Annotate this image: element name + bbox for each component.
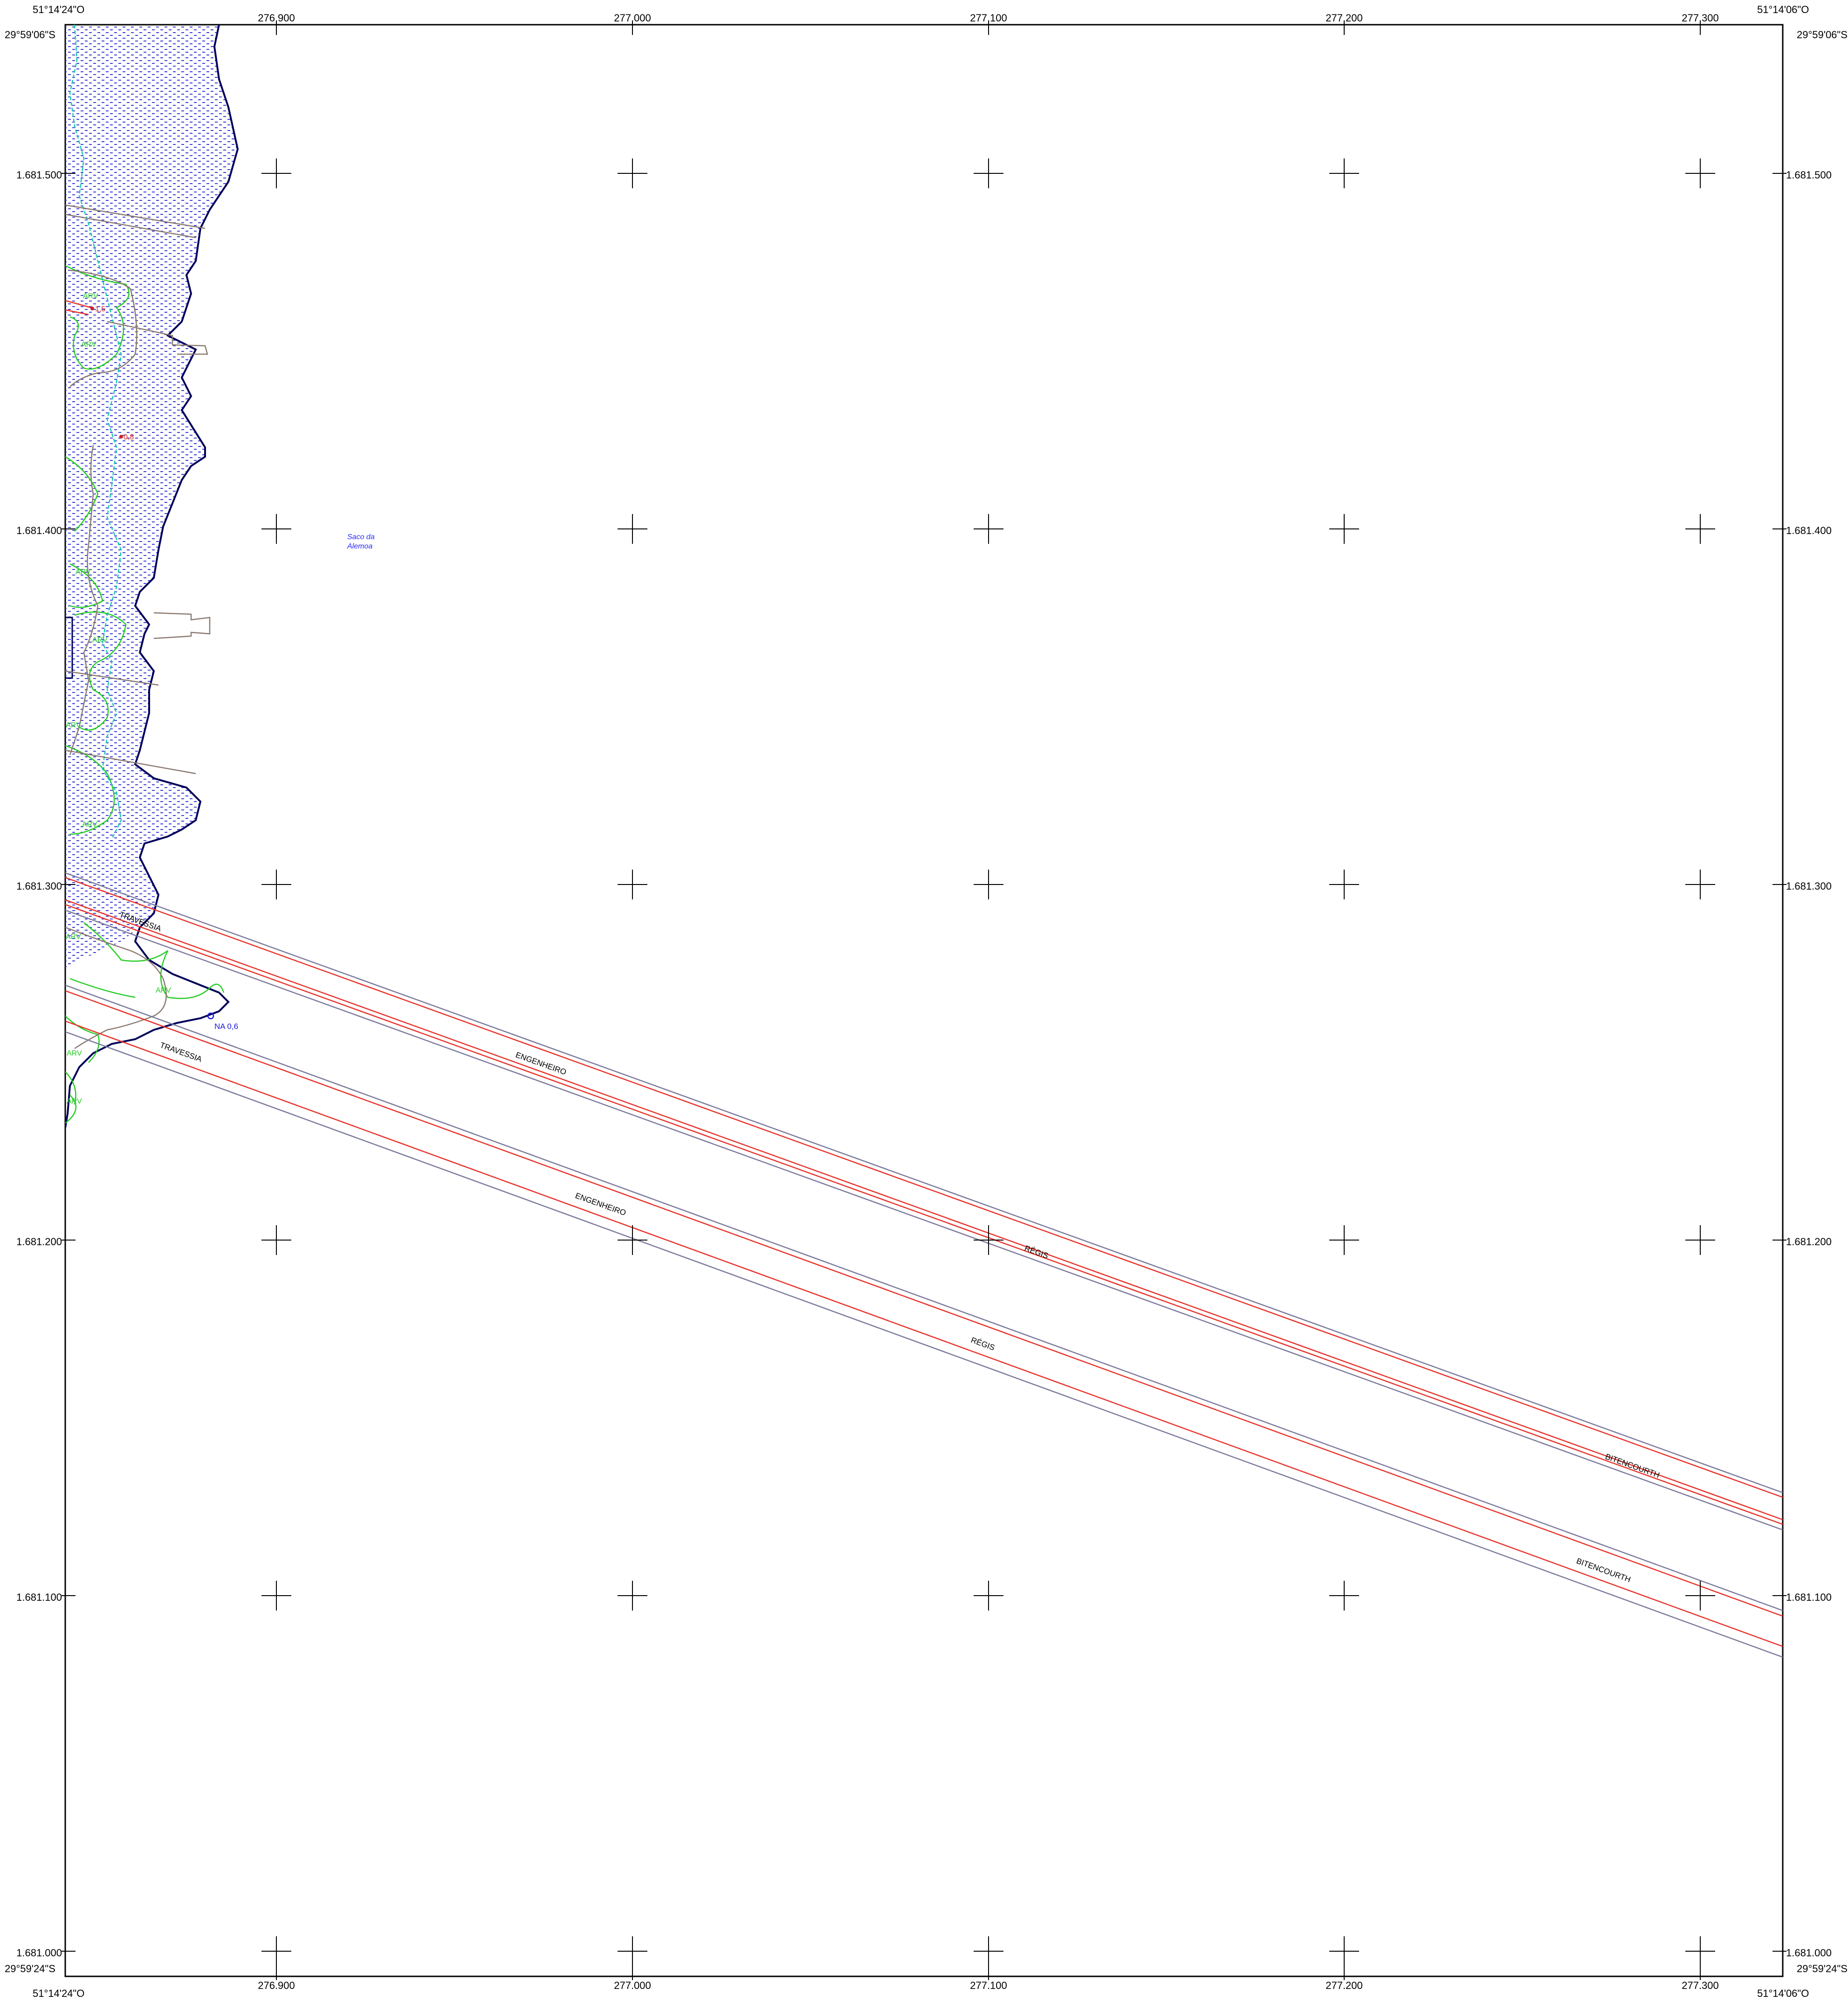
corner-bottom-right-lat: 29°59'24"S	[1797, 1963, 1848, 1975]
northing-label-right: 1.681.300	[1786, 880, 1832, 892]
elevation-point	[119, 435, 123, 439]
easting-label-top: 277.300	[1682, 12, 1719, 24]
frame-ticks	[62, 21, 1786, 1980]
elevation-label: 0,8	[124, 433, 134, 441]
northing-label-left: 1.681.300	[16, 880, 62, 892]
corner-bottom-right-lon: 51°14'06"O	[1757, 1988, 1809, 1999]
place-label-saco: Saco da	[347, 533, 375, 541]
grid-crosses	[261, 158, 1715, 1966]
easting-label-bottom: 277.300	[1682, 1980, 1719, 1991]
vegetation-label: ARV	[76, 568, 91, 576]
vegetation-label: ARV	[66, 721, 81, 729]
easting-label-bottom: 276.900	[258, 1980, 295, 1991]
vegetation-label: ARV	[67, 1097, 82, 1105]
northing-label-left: 1.681.100	[16, 1591, 62, 1603]
street-label-engenheiro: ENGENHEIRO	[574, 1191, 627, 1218]
elevation-label: 1,5	[95, 305, 105, 313]
easting-label-top: 276.900	[258, 12, 295, 24]
vegetation-label: ARV	[66, 933, 81, 941]
easting-label-top: 277.000	[614, 12, 651, 24]
vegetation-label: ARV	[81, 341, 96, 349]
vegetation-label: ARV	[82, 821, 97, 829]
vegetation-label: ARV	[67, 1049, 82, 1057]
northing-label-right: 1.681.400	[1786, 525, 1832, 536]
northing-label-right: 1.681.000	[1786, 1947, 1832, 1959]
northing-label-left: 1.681.500	[16, 169, 62, 181]
road-lower	[65, 985, 1783, 1657]
corner-top-left-lat: 29°59'06"S	[5, 29, 55, 41]
place-label-alemoa: Alemoa	[347, 542, 372, 550]
corner-top-left-lon: 51°14'24"O	[33, 4, 84, 15]
vegetation-label: ARV	[156, 987, 171, 994]
northing-label-right: 1.681.500	[1786, 169, 1832, 181]
corner-bottom-left-lat: 29°59'24"S	[5, 1963, 55, 1975]
road-upper	[65, 873, 1783, 1530]
northing-label-left: 1.681.400	[16, 525, 62, 536]
street-label-travessia: TRAVESSIA	[159, 1041, 204, 1064]
northing-label-left: 1.681.200	[16, 1236, 62, 1248]
street-label-regis: RÉGIS	[1024, 1244, 1050, 1261]
northing-label-right: 1.681.100	[1786, 1591, 1832, 1603]
easting-label-bottom: 277.100	[970, 1980, 1007, 1991]
easting-label-top: 277.100	[970, 12, 1007, 24]
street-label-bitencourth: BITENCOURTH	[1575, 1556, 1632, 1584]
street-label-regis: RÉGIS	[970, 1336, 996, 1352]
corner-bottom-left-lon: 51°14'24"O	[33, 1988, 84, 1999]
easting-label-bottom: 277.200	[1326, 1980, 1363, 1991]
easting-label-bottom: 277.000	[614, 1980, 651, 1991]
corner-top-right-lon: 51°14'06"O	[1757, 4, 1809, 15]
water-level-label: NA 0,6	[214, 1022, 238, 1031]
map-frame	[65, 25, 1783, 1976]
elevation-point	[90, 307, 94, 310]
vegetation-label: ARV	[92, 636, 108, 644]
northing-label-right: 1.681.200	[1786, 1236, 1832, 1248]
northing-label-left: 1.681.000	[16, 1947, 62, 1959]
street-label-engenheiro: ENGENHEIRO	[515, 1050, 568, 1077]
vegetation-label: ARV	[83, 292, 98, 300]
corner-top-right-lat: 29°59'06"S	[1797, 29, 1848, 41]
easting-label-top: 277.200	[1326, 12, 1363, 24]
